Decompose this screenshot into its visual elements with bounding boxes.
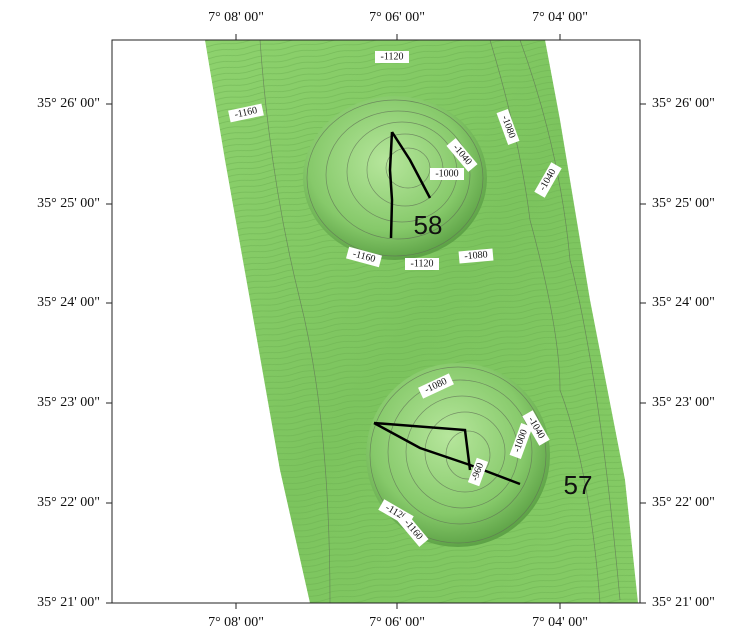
track-58 <box>390 132 392 238</box>
seamount-57 <box>366 363 550 547</box>
site-label: 57 <box>564 470 593 500</box>
site-label: 58 <box>414 210 443 240</box>
lon-label: 7° 08' 00" <box>208 615 264 630</box>
lat-label: 35° 25' 00" <box>37 196 100 211</box>
lon-label: 7° 08' 00" <box>208 10 264 25</box>
lon-label: 7° 06' 00" <box>369 10 425 25</box>
map: 7° 08' 00" 7° 06' 00" 7° 04' 00" 7° 08' … <box>0 0 743 634</box>
lat-label: 35° 24' 00" <box>652 295 715 310</box>
contour-label: -1120 <box>411 258 434 269</box>
contour-label: -1080 <box>464 249 488 262</box>
lat-label: 35° 21' 00" <box>652 595 715 610</box>
lon-label: 7° 06' 00" <box>369 615 425 630</box>
lat-label: 35° 21' 00" <box>37 595 100 610</box>
lat-label: 35° 26' 00" <box>652 96 715 111</box>
lat-label: 35° 22' 00" <box>652 495 715 510</box>
lat-label: 35° 26' 00" <box>37 96 100 111</box>
lat-label: 35° 23' 00" <box>652 395 715 410</box>
lat-label: 35° 24' 00" <box>37 295 100 310</box>
contour-label: -1120 <box>381 51 404 62</box>
lon-label: 7° 04' 00" <box>532 10 588 25</box>
lat-label: 35° 22' 00" <box>37 495 100 510</box>
lat-label: 35° 23' 00" <box>37 395 100 410</box>
lon-label: 7° 04' 00" <box>532 615 588 630</box>
lat-label: 35° 25' 00" <box>652 196 715 211</box>
contour-label: -1000 <box>435 168 458 179</box>
